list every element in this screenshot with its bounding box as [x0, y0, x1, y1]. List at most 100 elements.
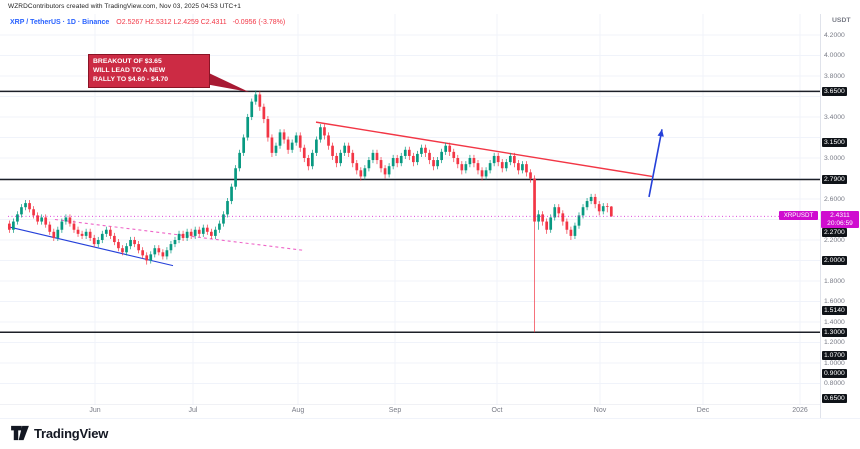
- attribution-bar: WZRDContributors created with TradingVie…: [0, 0, 860, 14]
- candle-body: [173, 240, 177, 245]
- candle-body: [533, 178, 536, 222]
- candle-body: [290, 142, 294, 150]
- candle-body: [222, 214, 225, 224]
- candle-body: [266, 119, 270, 138]
- price-scale-label: 3.4000: [824, 113, 845, 121]
- candle-body: [226, 201, 229, 215]
- candle-body: [161, 252, 165, 257]
- candle-body: [311, 152, 314, 167]
- candle-body: [399, 155, 403, 164]
- candle-body: [254, 94, 258, 102]
- candle-body: [181, 233, 185, 238]
- candle-body: [585, 201, 589, 208]
- candle-body: [593, 196, 597, 205]
- candle-body: [205, 227, 209, 232]
- candlestick-chart[interactable]: [0, 14, 860, 418]
- price-scale-label: 1.4000: [824, 318, 845, 326]
- breakout-arrow[interactable]: [648, 129, 663, 198]
- price-level-badge: 1.5140: [822, 305, 847, 315]
- time-axis-label: Nov: [593, 407, 607, 414]
- candle-body: [391, 158, 395, 167]
- candle-body: [464, 164, 468, 171]
- candle-body: [24, 203, 27, 208]
- candle-body: [395, 158, 399, 164]
- price-scale-label: 3.8000: [824, 72, 845, 80]
- candle-body: [335, 155, 338, 164]
- candle-body: [440, 151, 443, 161]
- candle-body: [363, 168, 367, 177]
- candle-body: [153, 248, 157, 255]
- candle-body: [238, 152, 241, 169]
- time-axis-label: Dec: [696, 407, 710, 414]
- candle-body: [517, 163, 520, 171]
- candle-body: [242, 137, 246, 153]
- price-scale[interactable]: USDT 2.4311 20:06:59 4.2000 4.0000 3.8000 3…: [820, 14, 860, 418]
- candle-body: [416, 153, 419, 163]
- price-scale-label: 4.0000: [824, 52, 845, 59]
- candle-body: [521, 164, 524, 171]
- candle-body: [525, 164, 528, 173]
- time-axis-label: Jun: [89, 407, 101, 414]
- candle-body: [573, 225, 577, 236]
- candle-body: [504, 162, 508, 169]
- candle-body: [460, 164, 464, 171]
- candle-body: [129, 240, 132, 247]
- candle-body: [383, 168, 387, 175]
- price-level-badge: 2.2700: [822, 228, 847, 238]
- price-level-badge: 3.1500: [822, 138, 847, 148]
- candle-body: [375, 152, 379, 161]
- tradingview-logo[interactable]: TradingView: [10, 425, 108, 441]
- price-scale-label: 1.2000: [824, 339, 845, 346]
- candle-body: [32, 209, 35, 216]
- footer-bar: TradingView: [0, 418, 860, 449]
- candle-body: [298, 135, 302, 148]
- candle-body: [436, 160, 439, 167]
- candle-body: [315, 139, 318, 153]
- candle-body: [141, 250, 145, 256]
- candle-body: [137, 244, 140, 251]
- callout-line-3: RALLY TO $4.60 - $4.70: [93, 75, 169, 83]
- price-level-badge: 3.6500: [822, 86, 847, 96]
- price-scale-unit: USDT: [832, 17, 851, 24]
- symbol-title[interactable]: XRP / TetherUS · 1D · Binance: [10, 19, 110, 26]
- candle-body: [553, 207, 557, 218]
- candle-body: [230, 186, 233, 202]
- price-scale-label: 2.2000: [824, 236, 845, 244]
- candle-body: [589, 196, 593, 202]
- tradingview-wordmark: TradingView: [34, 425, 109, 441]
- candle-body: [444, 145, 448, 152]
- candle-body: [537, 214, 540, 222]
- candle-body: [355, 163, 359, 171]
- symbol-info-bar[interactable]: XRP / TetherUS · 1D · Binance O2.5267 H2…: [10, 19, 285, 26]
- candle-body: [40, 217, 44, 222]
- candle-body: [104, 229, 108, 234]
- time-axis[interactable]: Jun Jul Aug Sep Oct Nov Dec 2026: [0, 405, 820, 418]
- price-scale-label: 0.8000: [824, 380, 845, 387]
- candle-body: [302, 147, 306, 158]
- candle-body: [432, 160, 435, 167]
- attribution-text: WZRDContributors created with TradingVie…: [8, 3, 241, 10]
- candle-body: [480, 170, 484, 177]
- candle-body: [428, 152, 431, 161]
- candle-body: [56, 229, 60, 238]
- tradingview-logo-icon: [11, 425, 29, 441]
- candle-body: [44, 217, 48, 225]
- candle-body: [412, 155, 415, 163]
- candle-body: [258, 94, 262, 107]
- candle-body: [80, 233, 84, 236]
- candle-body: [149, 254, 153, 261]
- descending-resistance[interactable]: [315, 121, 653, 178]
- candle-body: [125, 246, 128, 253]
- current-price-value: 2.4311: [830, 212, 850, 220]
- candle-body: [278, 132, 282, 146]
- candle-body: [379, 160, 383, 169]
- candle-body: [347, 145, 351, 153]
- candle-body: [508, 155, 512, 163]
- price-level-badge: 1.3000: [822, 327, 847, 337]
- candle-body: [609, 206, 613, 217]
- candle-body: [117, 242, 120, 249]
- candle-body: [64, 217, 68, 222]
- breakout-callout[interactable]: BREAKOUT OF $3.65 WILL LEAD TO A NEW RAL…: [88, 54, 210, 89]
- candle-body: [193, 229, 197, 236]
- candle-body: [484, 170, 488, 177]
